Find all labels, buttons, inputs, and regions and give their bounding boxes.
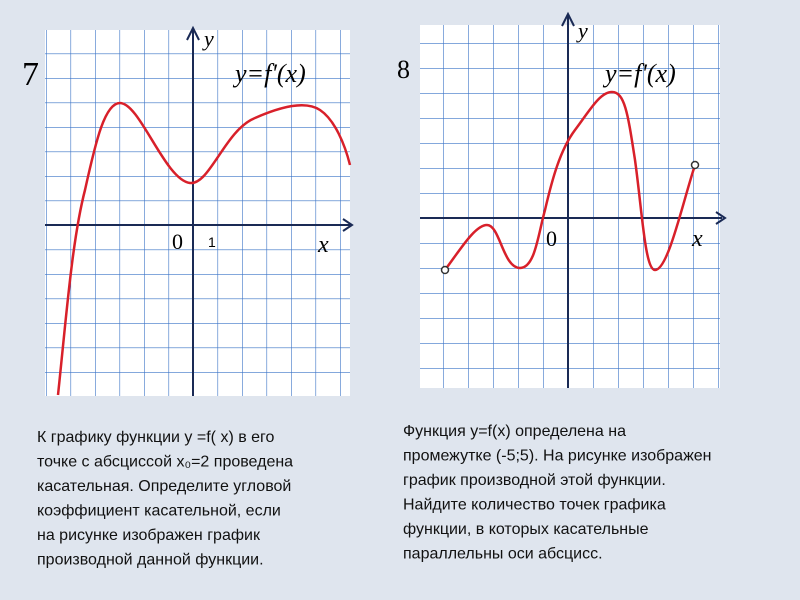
- text-line: на рисунке изображен график: [37, 527, 261, 544]
- formula: y=f'(x): [602, 59, 676, 88]
- arrows: [561, 11, 727, 225]
- curve: [56, 101, 352, 396]
- right-paragraph: Функция y=f(x) определена на промежутке (…: [403, 423, 712, 563]
- axis-label: x: [317, 232, 329, 258]
- grid: [420, 25, 720, 388]
- left-paragraph: К графику функции y =f( x) в его точке с …: [37, 429, 293, 569]
- text-line: Функция y=f(x) определена на: [403, 423, 626, 440]
- text-line: производной данной функции.: [37, 552, 264, 569]
- endpoint: [690, 160, 700, 170]
- right-graph: 8 y y=f'(x) 0 x: [397, 11, 727, 388]
- text-line: функции, в которых касательные: [403, 521, 649, 538]
- curve: [443, 90, 697, 272]
- text-line: касательная. Определите угловой: [37, 478, 291, 495]
- left-graph: 7 y y=f'(x) 0 1 x: [22, 25, 354, 396]
- axis-label: y: [202, 26, 214, 51]
- unit-label: 1: [208, 234, 216, 250]
- text-line: параллельны оси абсцисс.: [403, 546, 603, 563]
- problem-number: 8: [397, 55, 410, 84]
- axis-label: x: [691, 226, 703, 252]
- text-line: коэффициент касательной, если: [37, 503, 281, 520]
- endpoint: [440, 265, 450, 275]
- grid: [45, 30, 350, 396]
- text-line: промежутке (-5;5). На рисунке изображен: [403, 448, 712, 465]
- text-line: график производной этой функции.: [403, 472, 666, 489]
- text-line: Найдите количество точек графика: [403, 497, 666, 514]
- origin-label: 0: [546, 226, 557, 251]
- problem-number: 7: [22, 56, 39, 93]
- text-line: точке с абсциссой x₀=2 проведена: [37, 454, 293, 471]
- formula: y=f'(x): [232, 59, 306, 88]
- origin-label: 0: [172, 229, 183, 254]
- axis-label: y: [576, 18, 588, 43]
- text-line: К графику функции y =f( x) в его: [37, 429, 275, 446]
- arrows: [186, 25, 354, 232]
